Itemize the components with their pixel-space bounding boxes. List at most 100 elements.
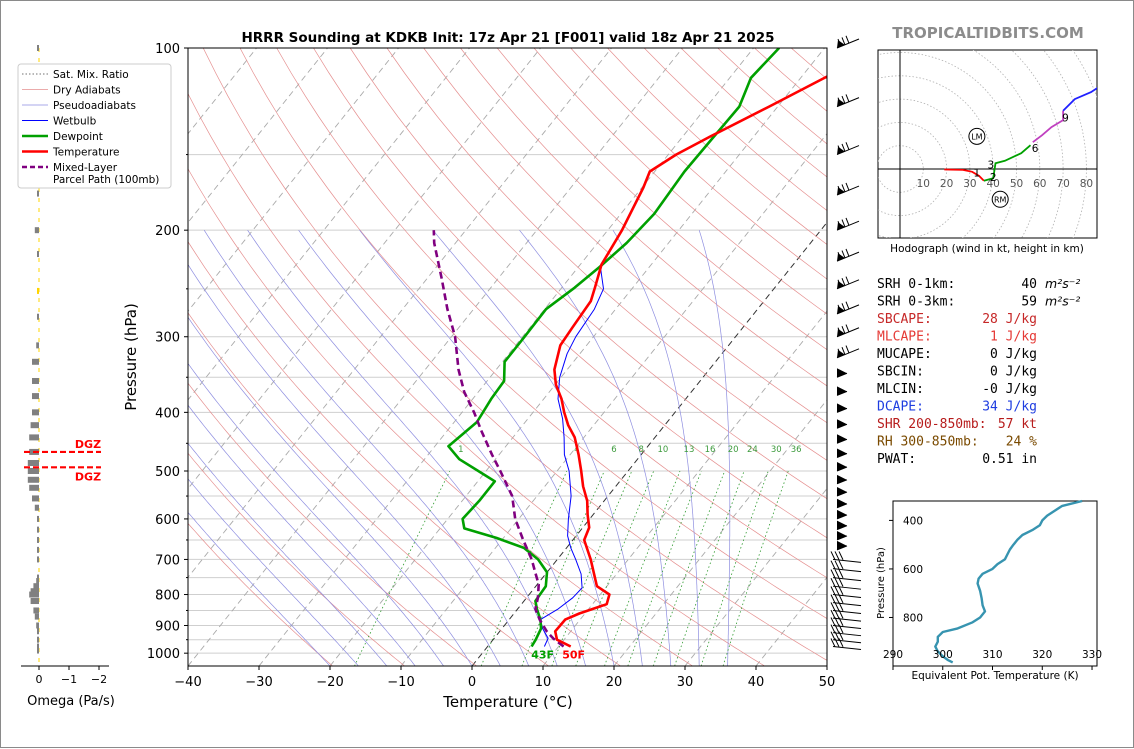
barb-flag — [835, 595, 839, 603]
omega-bar — [28, 468, 39, 474]
barb-pennant — [837, 475, 847, 484]
barb-flag — [831, 595, 835, 603]
dry-adiabat — [93, 48, 621, 666]
omega-bar — [37, 314, 39, 320]
mixing-ratio-line — [481, 471, 567, 666]
wind-barb — [837, 419, 847, 428]
omega-bar — [36, 578, 39, 584]
hodograph-rm-label: RM — [994, 195, 1007, 204]
omega-bar — [28, 477, 39, 483]
y-tick-label: 600 — [155, 513, 180, 528]
omega-bar — [36, 342, 39, 348]
theta-e-x-tick-label: 310 — [982, 649, 1002, 661]
omega-bar — [37, 191, 39, 197]
wind-barb — [831, 632, 861, 643]
index-value: 1 J/kg — [990, 330, 1037, 345]
mixing-ratio-label: 6 — [611, 445, 616, 455]
wind-barbs — [831, 36, 861, 650]
mixing-ratio-line — [701, 471, 768, 666]
legend-label: Wetbulb — [53, 116, 97, 128]
omega-tick-label: −2 — [91, 673, 107, 686]
surface-dew-label: 43F — [531, 649, 554, 662]
barb-flag — [846, 249, 849, 257]
pseudoadiabat — [79, 230, 415, 666]
index-label: DCAPE: — [877, 400, 924, 415]
barb-flag — [846, 277, 849, 285]
wind-barb — [837, 302, 859, 314]
x-tick-label: −10 — [387, 675, 414, 690]
wind-barb — [837, 531, 847, 540]
barb-pennant — [837, 510, 847, 519]
hodograph-caption: Hodograph (wind in kt, height in km) — [890, 243, 1084, 255]
index-value: 40 — [1021, 277, 1037, 292]
mixed-layer-line — [434, 230, 564, 646]
skewt-series — [434, 48, 882, 647]
omega-bar — [32, 359, 39, 365]
hodograph-ring-label: 70 — [1056, 178, 1069, 190]
hodograph-frame — [878, 50, 1097, 238]
wind-barb — [837, 346, 859, 358]
x-tick-label: −20 — [316, 675, 343, 690]
wind-barb — [837, 183, 859, 195]
barb-staff — [833, 610, 861, 613]
mixing-ratio-line — [355, 471, 450, 666]
legend-label: Dry Adiabats — [53, 85, 121, 97]
barb-staff — [833, 618, 861, 621]
barb-pennant — [837, 403, 847, 412]
y-tick-label: 300 — [155, 331, 180, 346]
omega-bar — [36, 622, 39, 628]
barb-staff — [833, 578, 861, 581]
barb-flag — [835, 570, 839, 578]
omega-bar — [29, 592, 39, 598]
hodograph-height-label: 3 — [988, 159, 995, 171]
barb-flag — [846, 325, 849, 333]
hodograph-height-label: 2 — [990, 172, 997, 184]
hodograph-ring-label: 20 — [940, 178, 953, 190]
wind-barb — [837, 449, 847, 458]
omega-bar — [35, 505, 39, 511]
wind-barb — [837, 218, 859, 230]
legend-label: Mixed-Layer — [53, 162, 118, 174]
barb-flag — [831, 570, 835, 578]
barb-staff — [833, 559, 861, 562]
wind-barb — [837, 277, 859, 289]
wind-barb — [837, 325, 859, 337]
index-value: 0 J/kg — [990, 365, 1037, 380]
pseudoadiabat — [55, 230, 387, 666]
barb-pennant — [837, 434, 847, 443]
wind-barb — [837, 142, 859, 154]
omega-bar — [31, 598, 39, 604]
omega-xlabel: Omega (Pa/s) — [27, 694, 115, 709]
mixing-ratio-line — [628, 471, 702, 666]
wind-barb — [831, 639, 861, 650]
index-label: SRH 0-1km: — [877, 277, 955, 292]
dgz-label: DGZ — [75, 438, 101, 451]
omega-bar — [37, 628, 39, 634]
theta-e-x-tick-label: 290 — [883, 649, 903, 661]
barb-flag — [835, 587, 839, 595]
y-tick-label: 800 — [155, 589, 180, 604]
barb-flag — [835, 561, 839, 569]
wind-barb — [837, 541, 847, 550]
y-tick-label: 200 — [155, 224, 180, 239]
y-tick-label: 700 — [155, 553, 180, 568]
barb-flag — [846, 302, 849, 310]
theta-e-x-tick-label: 330 — [1082, 649, 1102, 661]
theta-e-y-tick-label: 800 — [903, 612, 923, 624]
index-value: -0 J/kg — [982, 382, 1037, 397]
barb-flag — [839, 578, 843, 586]
x-tick-label: 40 — [748, 675, 765, 690]
x-tick-label: −30 — [245, 675, 272, 690]
barb-pennant — [837, 521, 847, 530]
dry-adiabat — [277, 48, 981, 666]
omega-bar — [29, 434, 39, 440]
legend-label: Temperature — [52, 147, 120, 159]
wind-barb — [837, 510, 847, 519]
omega-bar — [33, 607, 39, 613]
pseudoadiabat — [134, 230, 472, 666]
barb-staff — [833, 603, 861, 606]
y-tick-label: 100 — [155, 42, 180, 57]
index-unit: m²s⁻² — [1045, 294, 1080, 309]
y-tick-label: 900 — [155, 619, 180, 634]
